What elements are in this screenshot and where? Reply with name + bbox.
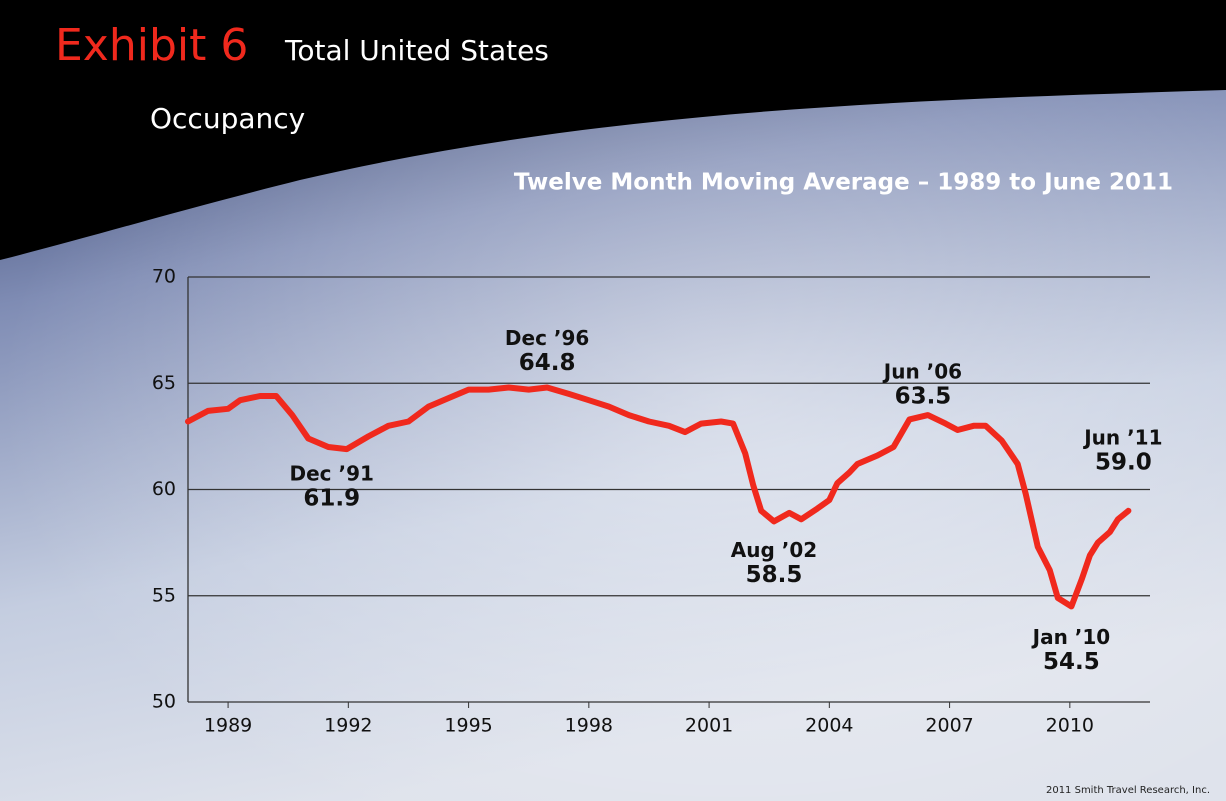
y-tick-label: 65 <box>152 372 176 394</box>
x-tick-label: 1998 <box>565 715 613 737</box>
x-tick-label: 2007 <box>925 715 973 737</box>
annotation-date: Jun ’11 <box>1082 425 1162 449</box>
data-line <box>185 384 1132 610</box>
annotation-value: 54.5 <box>1043 649 1100 675</box>
annotation-value: 61.9 <box>303 486 360 512</box>
annotation-value: 59.0 <box>1095 449 1152 475</box>
x-tick-label: 2010 <box>1046 715 1094 737</box>
chart-subtitle: Twelve Month Moving Average – 1989 to Ju… <box>514 170 1173 196</box>
y-tick-label: 55 <box>152 584 176 606</box>
annotation-date: Aug ’02 <box>731 538 817 562</box>
plot-area: 50 55 60 65 70 1989 1992 1995 1998 2001 2004 2007 20… <box>152 266 1163 737</box>
y-tick-label: 70 <box>152 266 176 288</box>
chart-title: Total United States <box>284 34 549 67</box>
y-tick-label: 60 <box>152 478 176 500</box>
x-tick-label: 2004 <box>805 715 853 737</box>
annotation-value: 64.8 <box>519 350 576 376</box>
x-tick-label: 1995 <box>444 715 492 737</box>
x-tick-label: 1992 <box>324 715 372 737</box>
source: 2011 Smith Travel Research, Inc. <box>1046 785 1210 796</box>
annotation-date: Jun ’06 <box>882 360 962 384</box>
header-sweep <box>0 0 1226 260</box>
y-tick-label: 50 <box>152 691 176 713</box>
annotation-date: Dec ’91 <box>290 462 374 486</box>
chart-title-line2: Occupancy <box>150 102 305 135</box>
exhibit-label: Exhibit 6 <box>55 20 248 71</box>
annotation-value: 63.5 <box>895 384 952 410</box>
x-tick-label: 1989 <box>204 715 252 737</box>
annotation-date: Jan ’10 <box>1031 625 1111 649</box>
x-tick-label: 2001 <box>685 715 733 737</box>
annotation-date: Dec ’96 <box>505 326 589 350</box>
annotation-value: 58.5 <box>746 562 803 588</box>
